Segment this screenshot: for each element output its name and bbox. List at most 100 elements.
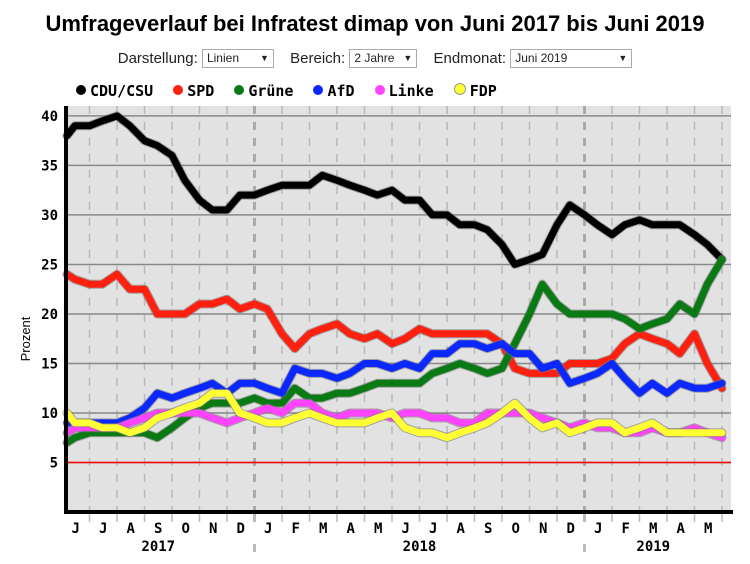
data-point: [624, 377, 626, 379]
data-point: [639, 427, 640, 429]
plot-background: [66, 106, 731, 512]
data-point: [156, 392, 158, 394]
data-point: [266, 402, 268, 404]
data-point: [144, 140, 145, 142]
data-point: [419, 199, 420, 201]
data-point: [281, 333, 283, 335]
chevron-down-icon: ▼: [618, 53, 628, 63]
data-point: [294, 367, 296, 369]
data-point: [596, 362, 598, 364]
end-month-select[interactable]: Juni 2019 ▼: [510, 49, 633, 68]
data-point: [431, 432, 433, 434]
x-tick-label: S: [484, 521, 492, 537]
legend-label: CDU/CSU: [90, 82, 154, 100]
data-point: [129, 432, 131, 434]
data-point: [486, 229, 488, 231]
data-point: [639, 328, 640, 330]
display-select[interactable]: Linien ▼: [201, 49, 274, 68]
data-point: [226, 402, 228, 404]
x-tick-label: F: [292, 521, 300, 537]
y-axis-label: Prozent: [18, 316, 33, 361]
data-point: [666, 432, 668, 434]
data-point: [336, 179, 338, 181]
data-point: [101, 283, 103, 285]
data-point: [431, 353, 433, 355]
data-point: [144, 427, 145, 429]
y-tick-label: 35: [41, 158, 58, 174]
data-point: [404, 382, 406, 384]
data-point: [156, 145, 158, 147]
data-point: [294, 348, 296, 350]
data-point: [596, 313, 598, 315]
data-point: [254, 194, 255, 196]
x-tick-label: J: [594, 521, 602, 537]
data-point: [584, 362, 585, 364]
legend-label: SPD: [187, 82, 215, 100]
data-point: [556, 362, 558, 364]
data-point: [529, 372, 530, 374]
legend-label: AfD: [327, 82, 355, 100]
data-point: [611, 362, 613, 364]
legend-item[interactable]: CDU/CSU: [76, 82, 153, 100]
data-point: [679, 353, 681, 355]
data-point: [336, 323, 338, 325]
data-point: [514, 353, 516, 355]
data-point: [501, 343, 503, 345]
data-point: [706, 283, 708, 285]
data-point: [514, 343, 516, 345]
data-point: [211, 382, 213, 384]
range-select-value: 2 Jahre: [354, 51, 395, 65]
data-point: [226, 422, 228, 424]
data-point: [364, 338, 365, 340]
data-point: [199, 402, 200, 404]
data-point: [404, 362, 406, 364]
data-point: [596, 224, 598, 226]
data-point: [459, 362, 461, 364]
data-point: [584, 377, 585, 379]
data-point: [171, 412, 173, 414]
legend-label: Linke: [388, 82, 434, 100]
data-point: [199, 412, 200, 414]
data-point: [391, 367, 393, 369]
data-point: [679, 224, 681, 226]
data-point: [74, 125, 76, 127]
legend-item[interactable]: Linke: [374, 82, 434, 100]
legend-marker: [76, 85, 86, 95]
legend-item[interactable]: FDP: [453, 82, 497, 100]
y-tick-label: 20: [41, 307, 58, 323]
data-point: [89, 283, 90, 285]
year-label: 2018: [403, 539, 437, 555]
range-select[interactable]: 2 Jahre ▼: [349, 49, 418, 68]
data-point: [129, 125, 131, 127]
data-point: [501, 244, 503, 246]
data-point: [309, 372, 310, 374]
data-point: [364, 189, 365, 191]
data-point: [156, 417, 158, 419]
data-point: [529, 313, 530, 315]
legend-item[interactable]: SPD: [173, 82, 214, 100]
data-point: [721, 258, 723, 260]
data-point: [486, 348, 488, 350]
data-point: [364, 362, 365, 364]
data-point: [254, 382, 255, 384]
data-point: [569, 362, 571, 364]
data-point: [486, 372, 488, 374]
data-point: [501, 412, 503, 414]
data-point: [679, 432, 681, 434]
data-point: [239, 402, 241, 404]
data-point: [486, 412, 488, 414]
data-point: [694, 432, 695, 434]
data-point: [651, 382, 653, 384]
legend-item[interactable]: AfD: [313, 82, 355, 100]
data-point: [446, 333, 448, 335]
data-point: [514, 402, 516, 404]
data-point: [431, 417, 433, 419]
data-point: [419, 367, 420, 369]
data-point: [501, 367, 503, 369]
data-point: [459, 422, 461, 424]
data-point: [116, 115, 118, 117]
data-point: [74, 437, 76, 439]
data-point: [541, 372, 543, 374]
data-point: [171, 155, 173, 157]
legend-item[interactable]: Grüne: [234, 82, 293, 100]
